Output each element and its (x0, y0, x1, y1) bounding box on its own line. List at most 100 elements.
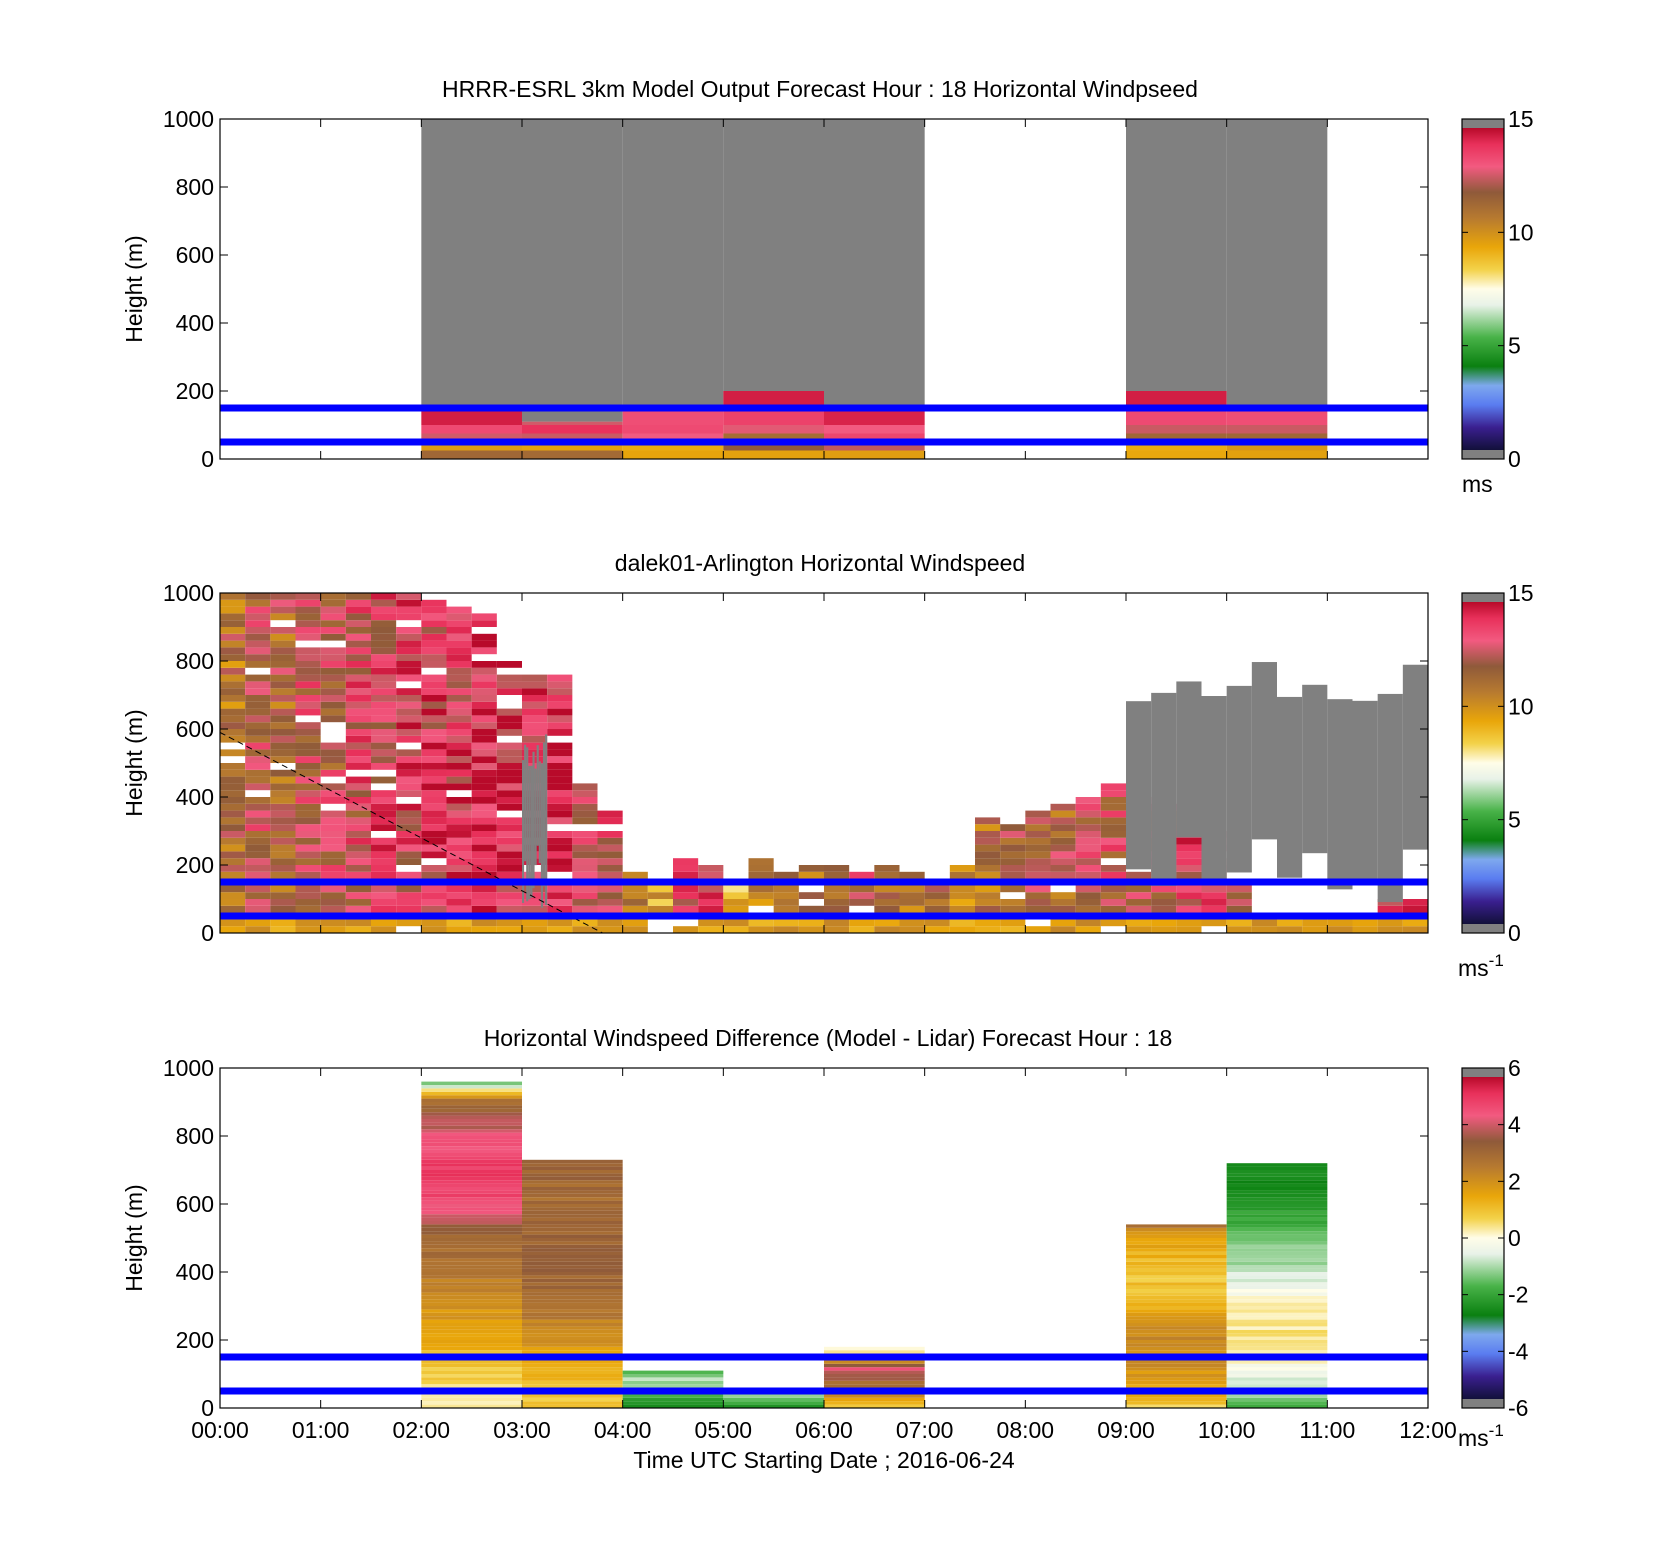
difference-cell (421, 1394, 522, 1398)
difference-cell (1226, 1224, 1328, 1228)
difference-cell (1226, 1292, 1328, 1296)
lidar-cell (1075, 919, 1101, 927)
difference-cell (824, 1374, 925, 1378)
difference-cell (421, 1377, 522, 1381)
difference-cell (522, 1363, 623, 1368)
difference-cell (1126, 1227, 1227, 1232)
difference-cell (522, 1289, 623, 1293)
lidar-cell (371, 851, 397, 859)
lidar-cell (1075, 803, 1101, 811)
model-cell (1126, 119, 1227, 391)
lidar-cell (824, 926, 850, 933)
lidar-cell (471, 708, 497, 716)
lidar-cell (798, 905, 824, 913)
lidar-cell (496, 756, 522, 763)
x-tick-label: 12:00 (1399, 1417, 1457, 1443)
model-cell (622, 442, 724, 451)
lidar-cell (1050, 865, 1076, 872)
lidar-cell (270, 715, 296, 723)
lidar-cell (1050, 817, 1076, 825)
lidar-cell (446, 810, 472, 818)
difference-cell (421, 1295, 522, 1300)
model-cell (421, 442, 522, 451)
lidar-cell (597, 885, 623, 893)
lidar-cell (798, 926, 824, 933)
lidar-cell (345, 919, 371, 927)
lidar-cell (496, 674, 522, 682)
colorbar-tick-label: 0 (1508, 1225, 1521, 1251)
lidar-cell (1151, 919, 1177, 927)
lidar-cell (874, 865, 900, 872)
lidar-cell (345, 729, 371, 736)
model-cell (522, 425, 623, 434)
lidar-cell (899, 905, 925, 913)
colorbar-tick-label: 15 (1508, 580, 1534, 606)
lidar-cell (949, 892, 975, 899)
lidar-cell (270, 606, 296, 614)
lidar-cell (572, 871, 598, 879)
model-cell (1126, 442, 1227, 451)
lidar-cell (320, 654, 346, 661)
lidar-cell (220, 593, 246, 600)
lidar-cell (245, 627, 271, 634)
lidar-cell (421, 681, 447, 689)
lidar-cell (824, 919, 850, 927)
difference-cell (421, 1102, 522, 1106)
lidar-cell (723, 905, 749, 913)
lidar-cell (496, 803, 522, 811)
difference-cell (522, 1302, 623, 1306)
lidar-cell (245, 871, 271, 879)
lidar-cell (345, 640, 371, 648)
lidar-cell (949, 926, 975, 933)
difference-cell (421, 1122, 522, 1126)
lidar-cell (396, 606, 422, 614)
lidar-cell (1176, 919, 1202, 927)
model-cell (1226, 425, 1328, 434)
lidar-cell (1251, 919, 1277, 927)
lidar-cell (345, 756, 371, 763)
difference-cell (1126, 1272, 1227, 1276)
lidar-cell (1126, 899, 1152, 906)
lidar-cell (446, 783, 472, 791)
lidar-cell (622, 926, 648, 933)
lidar-cell (547, 763, 573, 770)
lidar-cell (245, 715, 271, 723)
difference-cell (1226, 1309, 1328, 1313)
colorbar-tick-label: 15 (1508, 106, 1534, 132)
lidar-nodata-cell (1277, 696, 1303, 878)
lidar-cell (446, 905, 472, 913)
difference-cell (522, 1312, 623, 1317)
lidar-cell (371, 803, 397, 811)
lidar-cell (496, 715, 522, 723)
lidar-cell (1000, 899, 1026, 906)
lidar-cell (547, 674, 573, 682)
lidar-cell (471, 695, 497, 702)
difference-cell (421, 1248, 522, 1252)
lidar-cell (245, 926, 271, 933)
difference-cell (1226, 1190, 1328, 1194)
lidar-cell (270, 674, 296, 682)
lidar-cell (975, 831, 1001, 838)
lidar-nodata-cell (1176, 681, 1202, 838)
lidar-cell (371, 613, 397, 621)
lidar-cell (547, 885, 573, 893)
lidar-cell (421, 661, 447, 668)
lidar-cell (471, 681, 497, 689)
lidar-cell (270, 647, 296, 655)
lidar-cell (1025, 837, 1051, 845)
difference-cell (1126, 1238, 1227, 1242)
lidar-cell (270, 899, 296, 906)
difference-cell (522, 1159, 623, 1164)
lidar-cell (220, 892, 246, 899)
lidar-cell (270, 851, 296, 859)
panel-lidar-ylabel: Height (m) (121, 709, 147, 816)
lidar-cell (1000, 919, 1026, 927)
lidar-cell (471, 905, 497, 913)
lidar-cell (345, 851, 371, 859)
difference-cell (1126, 1404, 1227, 1408)
lidar-cell (547, 905, 573, 913)
difference-cell (1226, 1251, 1328, 1255)
lidar-cell (371, 899, 397, 906)
lidar-cell (270, 667, 296, 675)
model-cell (421, 425, 522, 434)
